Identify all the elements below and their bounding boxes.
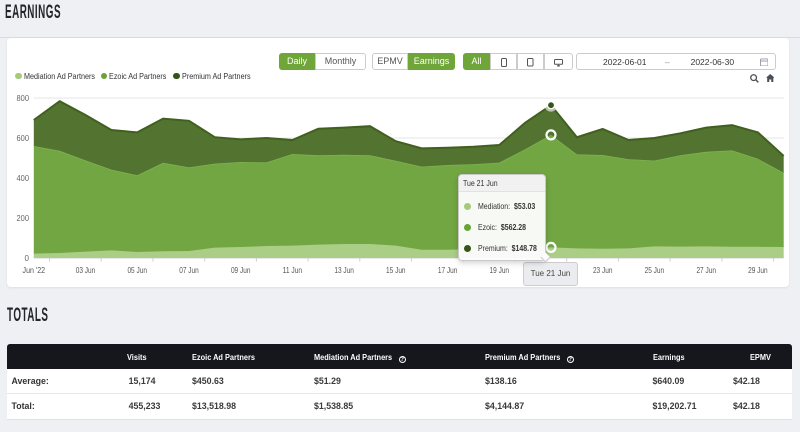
svg-text:800: 800: [17, 94, 30, 103]
svg-text:600: 600: [17, 134, 30, 143]
svg-text:Jun '22: Jun '22: [23, 266, 46, 275]
svg-text:23 Jun: 23 Jun: [593, 266, 613, 275]
svg-text:11 Jun: 11 Jun: [283, 266, 303, 275]
svg-text:17 Jun: 17 Jun: [438, 266, 458, 275]
svg-text:13 Jun: 13 Jun: [334, 266, 354, 275]
svg-text:03 Jun: 03 Jun: [76, 266, 96, 275]
svg-text:19 Jun: 19 Jun: [490, 266, 510, 275]
svg-text:25 Jun: 25 Jun: [645, 266, 665, 275]
svg-text:07 Jun: 07 Jun: [179, 266, 199, 275]
svg-text:27 Jun: 27 Jun: [696, 266, 716, 275]
svg-text:29 Jun: 29 Jun: [748, 266, 768, 275]
svg-text:15 Jun: 15 Jun: [386, 266, 406, 275]
svg-text:05 Jun: 05 Jun: [127, 266, 147, 275]
svg-text:400: 400: [17, 174, 30, 183]
svg-text:09 Jun: 09 Jun: [231, 266, 251, 275]
svg-text:0: 0: [25, 254, 30, 263]
svg-text:200: 200: [17, 214, 30, 223]
